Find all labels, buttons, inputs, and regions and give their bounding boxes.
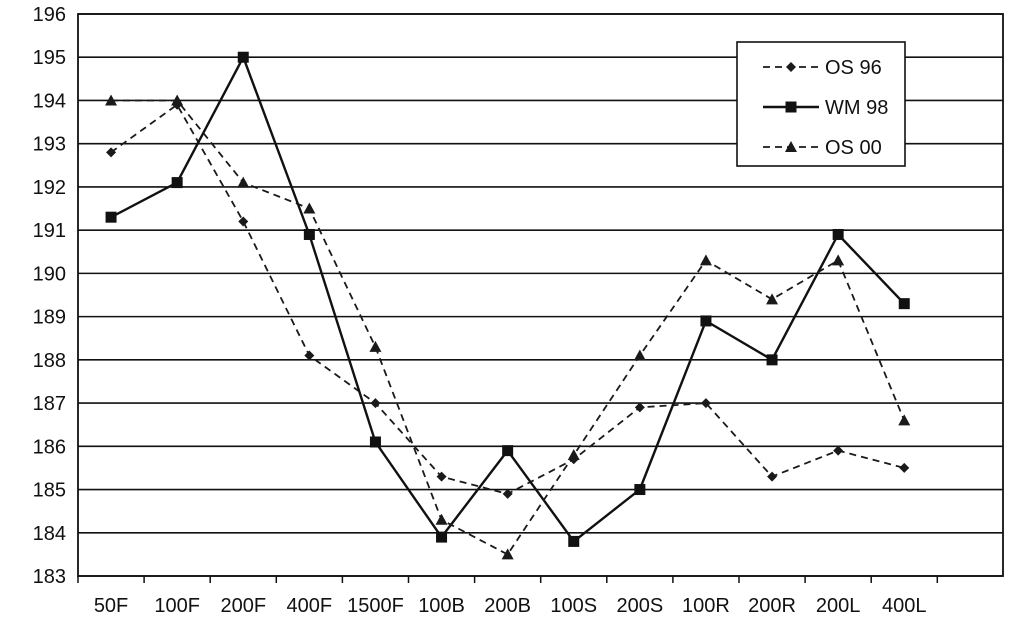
data-point bbox=[633, 349, 646, 361]
data-point bbox=[106, 147, 117, 158]
data-point bbox=[700, 398, 711, 409]
data-point bbox=[171, 177, 183, 189]
y-tick-label: 195 bbox=[33, 47, 66, 69]
data-point bbox=[832, 254, 845, 266]
series bbox=[105, 51, 911, 560]
data-point bbox=[237, 51, 249, 63]
data-point bbox=[567, 448, 580, 460]
legend-box bbox=[736, 41, 906, 167]
x-tick-label: 1500F bbox=[347, 595, 404, 617]
legend: OS 96 WM 98 OS 00 bbox=[736, 41, 906, 167]
x-tick-label: 200B bbox=[484, 595, 531, 617]
data-point bbox=[303, 202, 316, 214]
data-point bbox=[303, 228, 315, 240]
series-os-00 bbox=[105, 94, 911, 560]
y-tick-label: 194 bbox=[33, 90, 66, 112]
legend-marker bbox=[785, 141, 797, 152]
series-wm-98 bbox=[105, 51, 910, 547]
data-point bbox=[832, 228, 844, 240]
y-tick-label: 188 bbox=[33, 350, 66, 372]
x-tick-label: 200L bbox=[816, 595, 861, 617]
x-tick-label: 100S bbox=[550, 595, 597, 617]
x-tick-label: 200S bbox=[616, 595, 663, 617]
data-point bbox=[502, 488, 513, 499]
y-tick-label: 189 bbox=[33, 307, 66, 329]
data-point bbox=[700, 315, 712, 327]
x-tick-label: 100R bbox=[682, 595, 730, 617]
data-point bbox=[898, 298, 910, 310]
axes: 183 184 185 186 187 188 189 190 191 192 193 194 195 1… bbox=[33, 4, 1004, 617]
data-point bbox=[766, 293, 779, 305]
y-tick-label: 185 bbox=[33, 480, 66, 502]
x-tick-label: 100B bbox=[418, 595, 465, 617]
y-tick-label: 187 bbox=[33, 393, 66, 415]
y-tick-label: 192 bbox=[33, 177, 66, 199]
y-tick-label: 183 bbox=[33, 566, 66, 588]
y-tick-label: 190 bbox=[33, 263, 66, 285]
data-point bbox=[304, 350, 315, 361]
data-point bbox=[501, 548, 514, 560]
y-tick-label: 193 bbox=[33, 134, 66, 156]
x-tick-label: 100F bbox=[154, 595, 200, 617]
data-point bbox=[436, 471, 447, 482]
legend-item: OS 96 bbox=[763, 57, 882, 79]
data-point bbox=[369, 436, 381, 448]
data-point bbox=[105, 94, 118, 106]
data-point bbox=[766, 354, 778, 366]
data-point bbox=[634, 484, 646, 496]
y-tick-label: 184 bbox=[33, 523, 66, 545]
legend-label: OS 00 bbox=[825, 137, 882, 159]
y-tick-label: 196 bbox=[33, 4, 66, 26]
data-point bbox=[105, 211, 117, 223]
data-point bbox=[171, 94, 184, 106]
data-point bbox=[699, 254, 712, 266]
data-point bbox=[568, 535, 580, 547]
data-point bbox=[634, 402, 645, 413]
data-point bbox=[899, 462, 910, 473]
data-point bbox=[369, 340, 382, 352]
x-tick-label: 400F bbox=[287, 595, 333, 617]
data-point bbox=[238, 216, 249, 227]
data-point bbox=[833, 445, 844, 456]
data-point bbox=[436, 531, 448, 543]
legend-item: WM 98 bbox=[763, 97, 888, 119]
series-line bbox=[111, 99, 906, 556]
x-tick-label: 400L bbox=[882, 595, 927, 617]
data-point bbox=[898, 414, 911, 426]
data-point bbox=[502, 445, 514, 457]
data-point bbox=[237, 176, 250, 188]
x-tick-label: 200R bbox=[748, 595, 796, 617]
y-tick-label: 186 bbox=[33, 436, 66, 458]
data-point bbox=[370, 398, 381, 409]
y-tick-label: 191 bbox=[33, 220, 66, 242]
x-tick-label: 50F bbox=[94, 595, 128, 617]
legend-label: WM 98 bbox=[825, 97, 888, 119]
legend-item: OS 00 bbox=[763, 137, 882, 159]
x-tick-label: 200F bbox=[220, 595, 266, 617]
data-point bbox=[767, 471, 778, 482]
data-point bbox=[435, 513, 448, 525]
legend-marker bbox=[785, 101, 797, 113]
legend-label: OS 96 bbox=[825, 57, 882, 79]
legend-marker bbox=[786, 62, 796, 72]
